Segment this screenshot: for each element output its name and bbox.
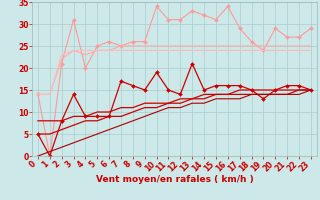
X-axis label: Vent moyen/en rafales ( km/h ): Vent moyen/en rafales ( km/h ) xyxy=(96,175,253,184)
